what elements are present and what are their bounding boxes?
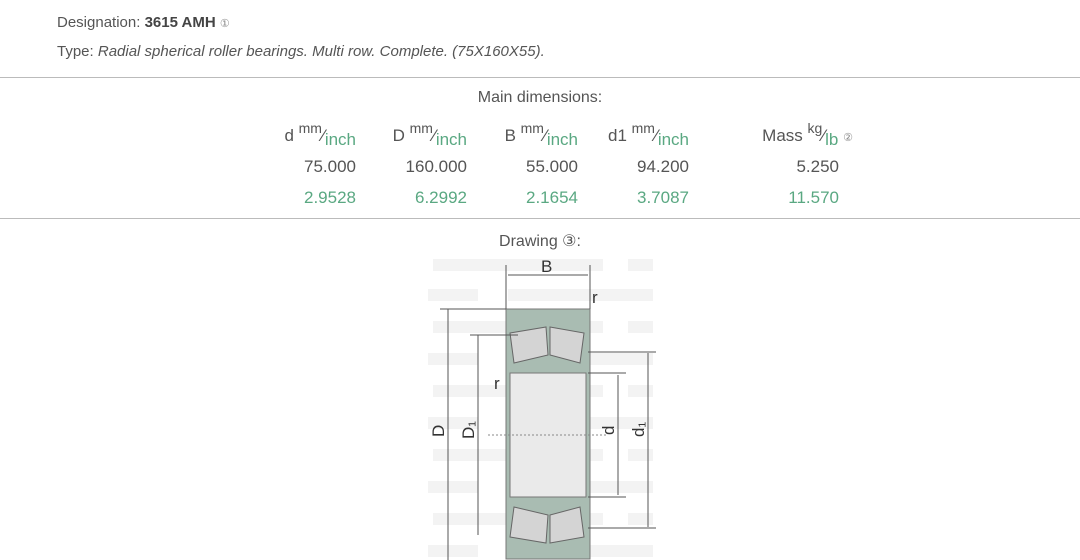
value-inch: 6.2992	[415, 188, 467, 207]
column-name: d	[284, 126, 294, 145]
dimension-lines	[440, 265, 656, 560]
column-name: B	[504, 126, 516, 145]
divider	[0, 218, 1080, 219]
unit-top: mm	[298, 120, 322, 136]
designation-line: Designation: 3615 AMH ①	[57, 14, 230, 31]
value-inch: 3.7087	[637, 188, 689, 207]
divider	[0, 77, 1080, 78]
info-icon[interactable]: ①	[219, 18, 230, 30]
unit-top: kg	[807, 120, 823, 136]
value-mm: 160.000	[405, 157, 467, 176]
bearing-drawing: B r r D D₁ d d₁	[428, 257, 656, 560]
unit-top: mm	[631, 120, 655, 136]
label-r: r	[592, 288, 598, 307]
label-D: D	[429, 425, 448, 437]
label-r: r	[494, 374, 500, 393]
label-d: d	[599, 426, 618, 435]
column-name: d1	[607, 126, 627, 145]
unit-bottom: inch	[435, 130, 467, 149]
unit-bottom: lb	[825, 130, 839, 149]
value-inch: 11.570	[788, 188, 839, 207]
column-name: Mass	[762, 126, 803, 145]
value-inch: 2.1654	[526, 188, 578, 207]
type-label: Type:	[57, 43, 98, 60]
main-dimensions-title: Main dimensions:	[477, 89, 603, 106]
label-D1: D₁	[459, 421, 478, 439]
info-icon[interactable]: ②	[843, 132, 853, 144]
type-line: Type: Radial spherical roller bearings. …	[57, 43, 545, 60]
value-mm: 94.200	[637, 157, 689, 176]
column-name: D	[392, 126, 405, 145]
value-inch: 2.9528	[304, 188, 356, 207]
column-header-d: d mm⁄inch	[284, 120, 356, 149]
column-header-d1: d1 mm⁄inch	[607, 120, 689, 149]
designation-label: Designation:	[57, 14, 145, 31]
unit-bottom: inch	[324, 130, 356, 149]
label-B: B	[541, 257, 552, 276]
label-d1: d₁	[629, 422, 648, 437]
column-header-mass: Mass kg⁄lb ②	[762, 120, 853, 149]
unit-bottom: inch	[657, 130, 689, 149]
type-value: Radial spherical roller bearings. Multi …	[97, 43, 545, 60]
unit-top: mm	[409, 120, 433, 136]
column-header-b: B mm⁄inch	[504, 120, 578, 149]
drawing-title: Drawing ③:	[499, 233, 581, 250]
value-mm: 5.250	[796, 157, 839, 176]
value-mm: 55.000	[526, 157, 578, 176]
rollers	[509, 326, 585, 544]
unit-bottom: inch	[546, 130, 578, 149]
column-header-d: D mm⁄inch	[392, 120, 467, 149]
unit-top: mm	[520, 120, 544, 136]
designation-value: 3615 AMH	[144, 14, 216, 31]
value-mm: 75.000	[304, 157, 356, 176]
